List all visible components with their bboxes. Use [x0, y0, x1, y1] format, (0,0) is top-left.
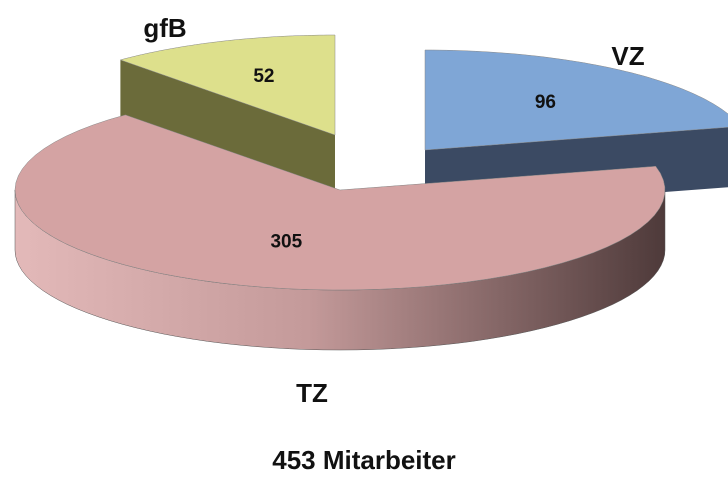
data-label: 96 [535, 92, 556, 113]
category-label: TZ [296, 378, 328, 408]
slice-wall [120, 59, 336, 196]
category-label: VZ [611, 41, 644, 71]
slice [119, 34, 336, 136]
chart-title: 453 Mitarbeiter [272, 445, 456, 475]
category-label: gfB [143, 13, 186, 43]
data-label: 52 [253, 66, 274, 87]
slice [14, 114, 666, 291]
slice [424, 49, 728, 151]
pie [14, 34, 728, 351]
data-label: 305 [270, 231, 302, 252]
